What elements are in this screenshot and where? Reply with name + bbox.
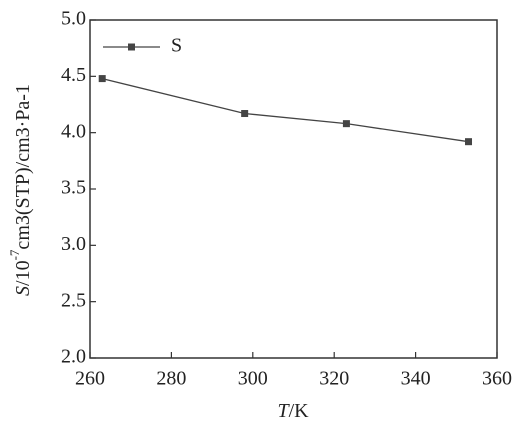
data-point [241, 110, 249, 118]
y-label-part: S [12, 286, 34, 296]
x-label-part: /K [289, 400, 310, 422]
x-tick-label: 320 [319, 368, 349, 390]
data-point [342, 120, 350, 128]
legend-marker [128, 43, 135, 51]
y-tick-label: 3.5 [61, 177, 86, 199]
y-tick-label: 5.0 [61, 8, 86, 30]
data-point [465, 138, 473, 146]
y-label-part: -7 [7, 249, 22, 260]
y-axis-label: S/10-7cm3(STP)/cm3·Pa-1 [7, 84, 34, 296]
x-tick-label: 360 [482, 368, 512, 390]
legend-label: S [171, 35, 182, 57]
plot-frame [89, 19, 498, 359]
x-label-part: T [277, 400, 290, 422]
x-tick-label: 260 [75, 368, 105, 390]
x-axis-label: T/K [277, 400, 309, 422]
y-tick-label: 2.0 [61, 346, 86, 368]
y-label-part: /10 [12, 260, 34, 286]
series-line [102, 77, 469, 143]
y-tick-label: 4.0 [61, 120, 86, 142]
y-tick-label: 3.0 [61, 233, 86, 255]
x-tick-label: 300 [238, 368, 268, 390]
x-tick-label: 280 [156, 368, 186, 390]
data-point [98, 75, 106, 83]
y-tick-label: 4.5 [61, 64, 86, 86]
y-tick-label: 2.5 [61, 289, 86, 311]
x-tick-label: 340 [401, 368, 431, 390]
y-label-part: cm3(STP)/cm3·Pa-1 [12, 84, 34, 250]
